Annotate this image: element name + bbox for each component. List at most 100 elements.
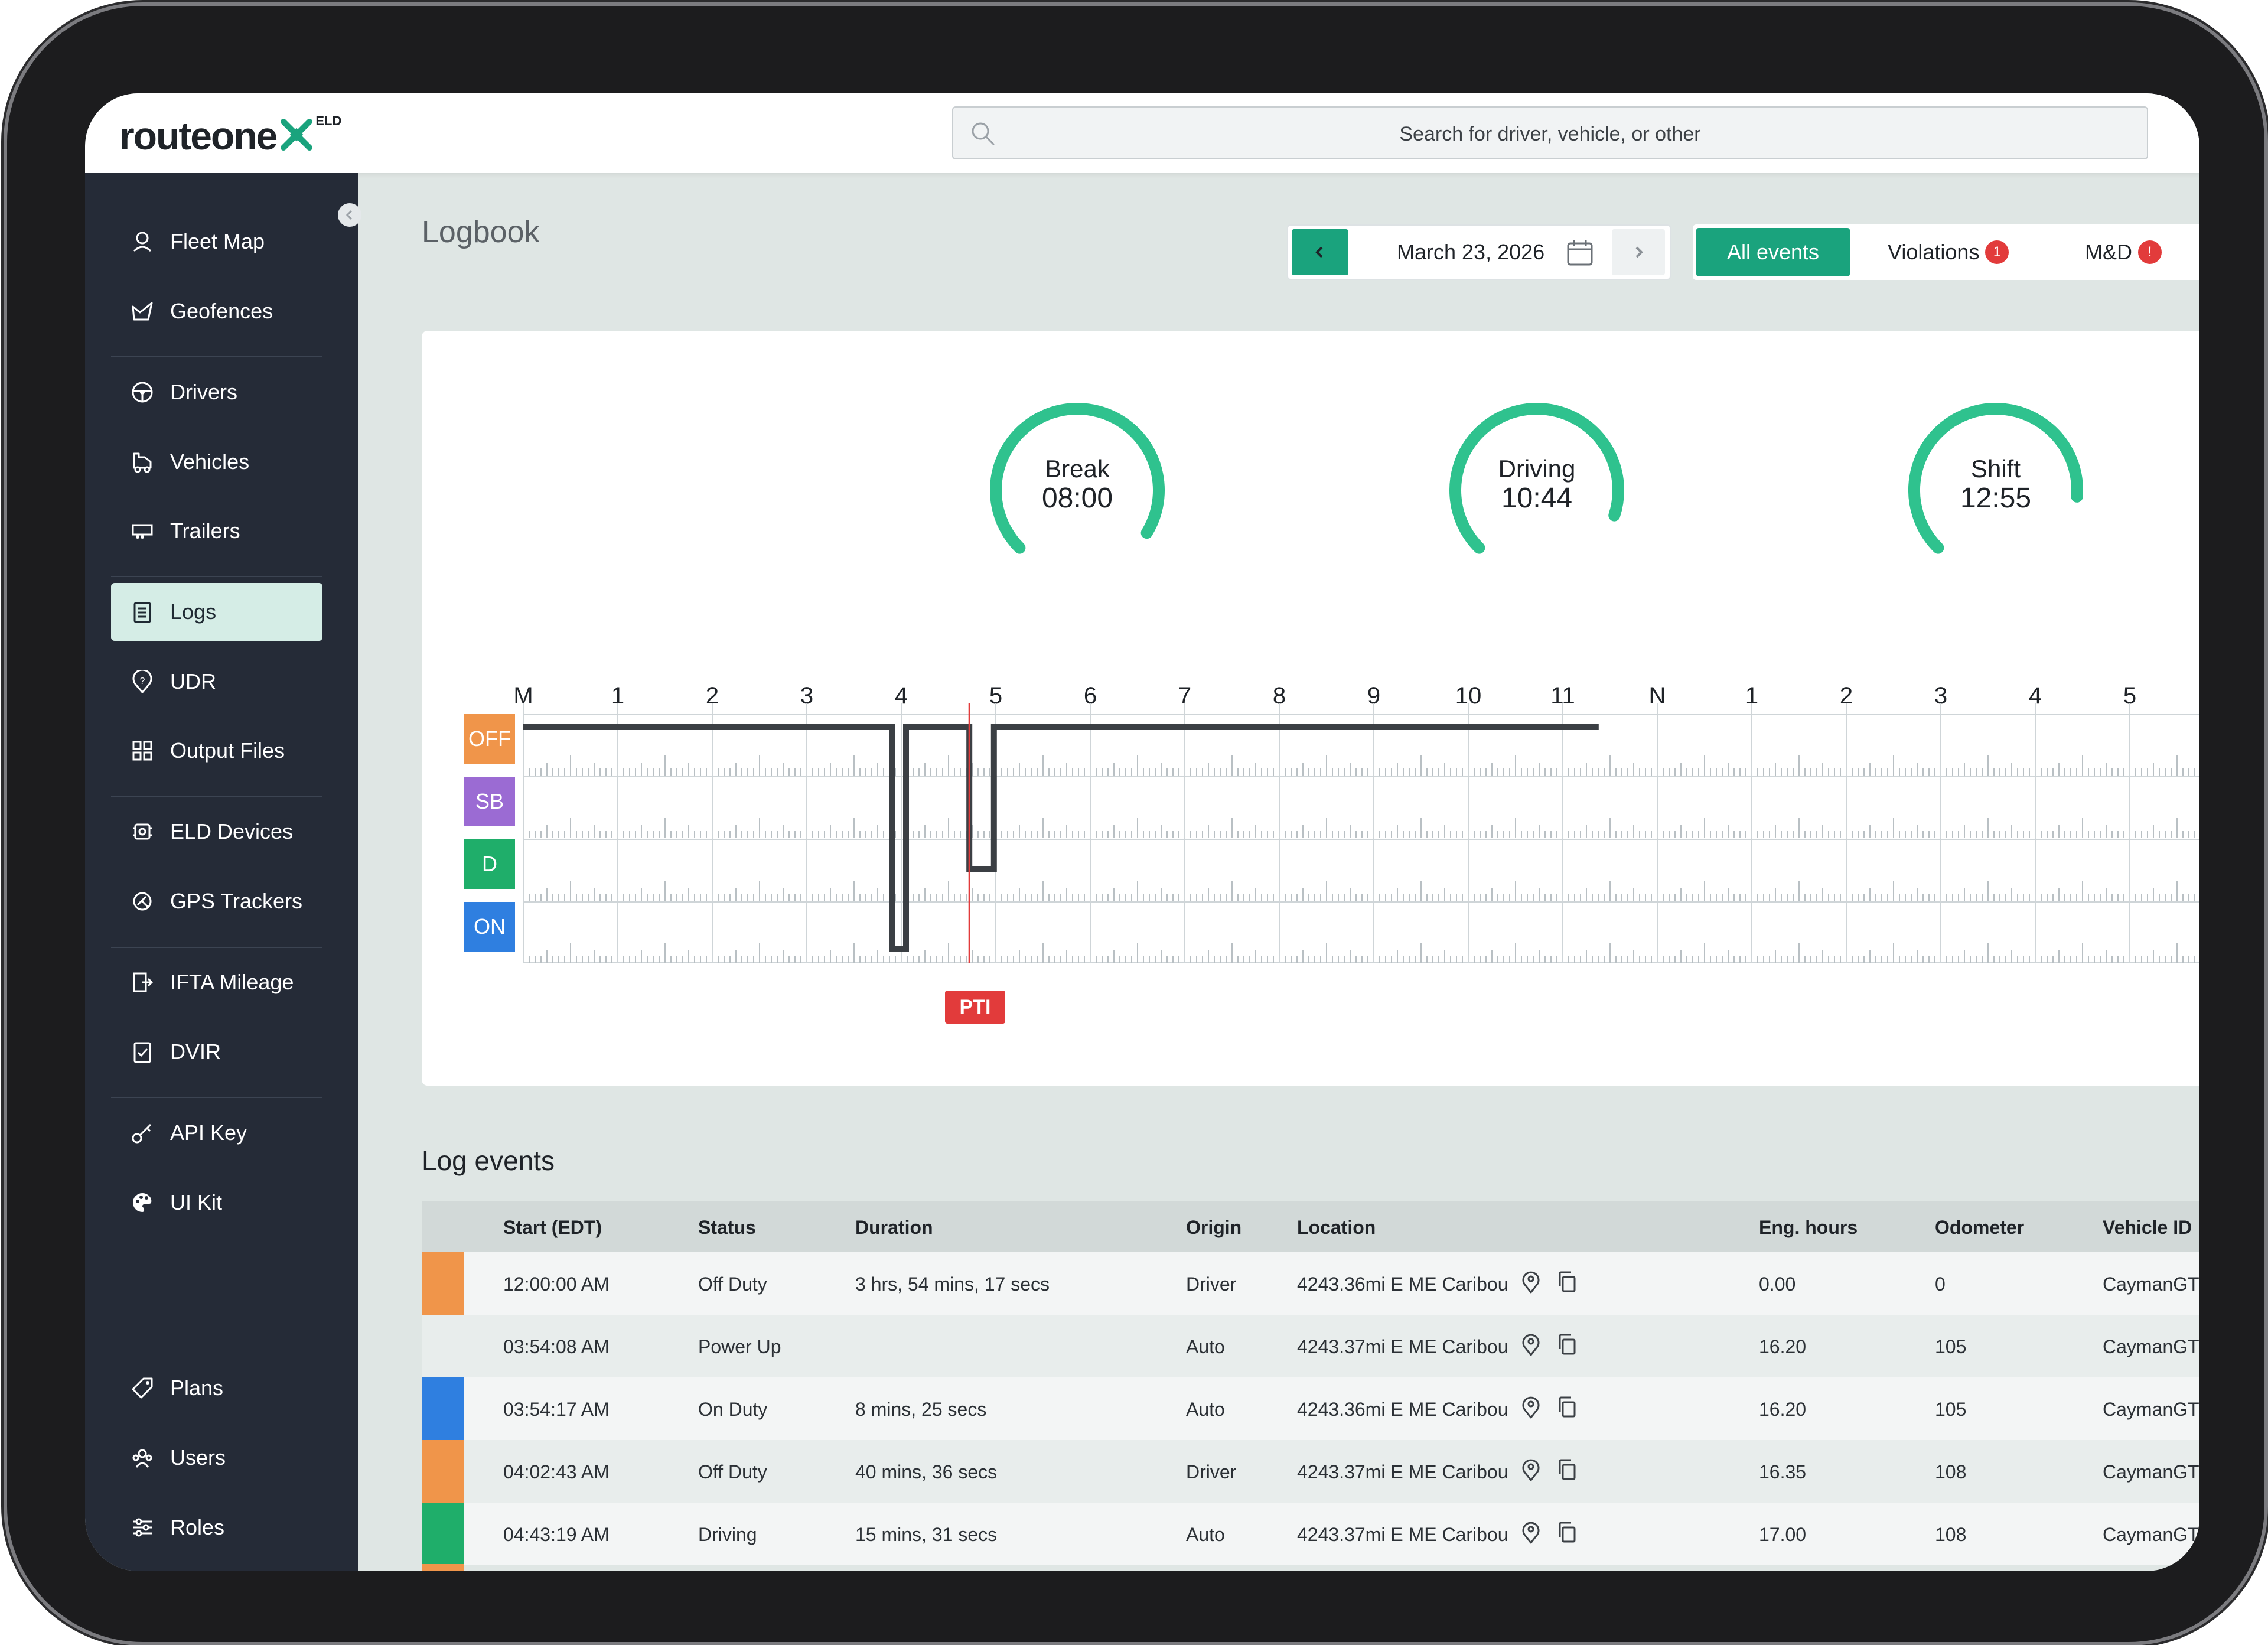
location-actions [1520, 1520, 1578, 1544]
nav-divider [111, 947, 322, 948]
sidebar-item-api-key[interactable]: API Key [111, 1104, 322, 1162]
cell-duration: 15 mins, 31 secs [855, 1524, 998, 1545]
copy-icon[interactable] [1557, 1333, 1578, 1356]
next-row-swatch [422, 1564, 464, 1571]
column-header[interactable]: Status [698, 1217, 756, 1238]
sidebar-item-gps-trackers[interactable]: GPS Trackers [111, 872, 322, 930]
steering-wheel-icon [129, 379, 156, 406]
nav-divider [111, 356, 322, 357]
cell-start: 04:43:19 AM [503, 1524, 610, 1545]
cell-eng-hours: 16.20 [1759, 1336, 1807, 1357]
sidebar-item-label: Vehicles [170, 449, 250, 474]
status-label-d: D [464, 839, 515, 889]
table-row[interactable]: 03:54:17 AM On Duty 8 mins, 25 secs Auto 424… [422, 1377, 2199, 1440]
table-row[interactable]: 04:43:19 AM Driving 15 mins, 31 secs Auto 42… [422, 1503, 2199, 1565]
sidebar-item-vehicles[interactable]: Vehicles [111, 433, 322, 491]
sidebar-item-geofences[interactable]: Geofences [111, 282, 322, 340]
cell-duration: 40 mins, 36 secs [855, 1461, 998, 1483]
sidebar-item-logs[interactable]: Logs [111, 583, 322, 641]
copy-icon[interactable] [1557, 1270, 1578, 1294]
gauge-value: 08:00 [1041, 483, 1113, 514]
mileage-icon [129, 969, 156, 996]
table-row[interactable]: 12:00:00 AM Off Duty 3 hrs, 54 mins, 17 se… [422, 1252, 2199, 1315]
gps-icon [129, 888, 156, 915]
map-pin-icon[interactable] [1520, 1458, 1542, 1481]
cell-location: 4243.36mi E ME Caribou [1297, 1273, 1508, 1295]
copy-icon[interactable] [1557, 1520, 1578, 1544]
column-header[interactable]: Duration [855, 1217, 933, 1238]
tag-icon [129, 1374, 156, 1402]
geofence-icon [129, 298, 156, 325]
map-pin-icon[interactable] [1520, 1333, 1542, 1356]
cell-start: 03:54:17 AM [503, 1399, 610, 1420]
copy-icon[interactable] [1557, 1458, 1578, 1481]
collapse-sidebar-button[interactable] [338, 203, 361, 227]
sidebar-item-ui-kit[interactable]: UI Kit [111, 1174, 322, 1232]
gauge-name: Driving [1498, 455, 1576, 483]
pin-icon [129, 228, 156, 255]
search-input[interactable]: Search for driver, vehicle, or other [952, 106, 2148, 159]
sidebar-item-ifta-mileage[interactable]: IFTA Mileage [111, 953, 322, 1011]
current-date[interactable]: March 23, 2026 [1397, 240, 1545, 264]
violations-count-badge: 1 [1985, 240, 2009, 264]
table-row[interactable]: 03:54:08 AM Power Up Auto 4243.37mi E ME Ca… [422, 1315, 2199, 1377]
tab-violations[interactable]: Violations 1 [1888, 240, 2009, 265]
column-header[interactable]: Start (EDT) [503, 1217, 602, 1238]
key-icon [129, 1119, 156, 1146]
cell-vehicle-id: CaymanGTS [2103, 1336, 2199, 1357]
hour-label: 3 [1934, 683, 1948, 709]
column-header[interactable]: Origin [1186, 1217, 1242, 1238]
sidebar-item-fleet-map[interactable]: Fleet Map [111, 213, 322, 271]
gauge-name: Shift [1970, 455, 2021, 483]
tab-all-events[interactable]: All events [1696, 228, 1850, 276]
column-header[interactable]: Location [1297, 1217, 1376, 1238]
device-icon [129, 818, 156, 845]
next-day-button[interactable] [1612, 229, 1665, 275]
sidebar-item-users[interactable]: Users [111, 1429, 322, 1487]
hour-label: 3 [800, 683, 814, 709]
cell-origin: Auto [1186, 1336, 1225, 1357]
column-header[interactable]: Vehicle ID [2103, 1217, 2192, 1238]
palette-icon [129, 1189, 156, 1216]
map-pin-icon[interactable] [1520, 1270, 1542, 1294]
calendar-icon[interactable] [1565, 237, 1595, 268]
page-title: Logbook [422, 215, 540, 249]
status-label-off: OFF [464, 714, 515, 764]
cell-vehicle-id: CaymanGTS [2103, 1524, 2199, 1545]
sidebar-item-drivers[interactable]: Drivers [111, 363, 322, 421]
sidebar-item-output-files[interactable]: Output Files [111, 722, 322, 780]
hour-label: 7 [1178, 683, 1192, 709]
column-header[interactable]: Odometer [1935, 1217, 2025, 1238]
location-actions [1520, 1395, 1578, 1419]
sidebar-item-eld-devices[interactable]: ELD Devices [111, 803, 322, 861]
hour-axis: M 1 2 3 4 5 6 7 8 9 10 11 N 1 2 3 4 5 [422, 683, 2199, 712]
copy-icon[interactable] [1557, 1395, 1578, 1419]
map-pin-icon[interactable] [1520, 1520, 1542, 1544]
shift-gauge: Shift 12:55 [1901, 396, 2090, 567]
chevron-left-icon [1315, 246, 1323, 258]
hour-label: 1 [1745, 683, 1759, 709]
column-header[interactable]: Eng. hours [1759, 1217, 1858, 1238]
tab-malfunctions-diagnostics[interactable]: M&D ! [2085, 240, 2162, 265]
tab-label: Violations [1888, 240, 1980, 264]
hour-label: 4 [2028, 683, 2042, 709]
brand-logo[interactable]: routeone ELD [119, 113, 341, 158]
sidebar-item-roles[interactable]: Roles [111, 1499, 322, 1556]
sidebar-item-label: DVIR [170, 1040, 221, 1064]
previous-day-button[interactable] [1292, 229, 1348, 275]
sidebar-item-udr[interactable]: ? UDR [111, 653, 322, 711]
hour-label: 1 [611, 683, 625, 709]
sidebar-item-label: Output Files [170, 738, 285, 763]
sidebar-item-label: Users [170, 1445, 226, 1470]
sidebar-item-trailers[interactable]: Trailers [111, 502, 322, 560]
hour-label: 2 [705, 683, 719, 709]
sidebar-item-dvir[interactable]: DVIR [111, 1023, 322, 1081]
pti-marker[interactable]: PTI [945, 991, 1005, 1024]
search-icon [972, 122, 995, 145]
table-row[interactable]: 04:02:43 AM Off Duty 40 mins, 36 secs Drive… [422, 1440, 2199, 1503]
sidebar-item-plans[interactable]: Plans [111, 1359, 322, 1417]
map-pin-icon[interactable] [1520, 1395, 1542, 1419]
gauge-value: 10:44 [1501, 483, 1573, 514]
driving-gauge: Driving 10:44 [1442, 396, 1631, 567]
location-actions [1520, 1270, 1578, 1294]
